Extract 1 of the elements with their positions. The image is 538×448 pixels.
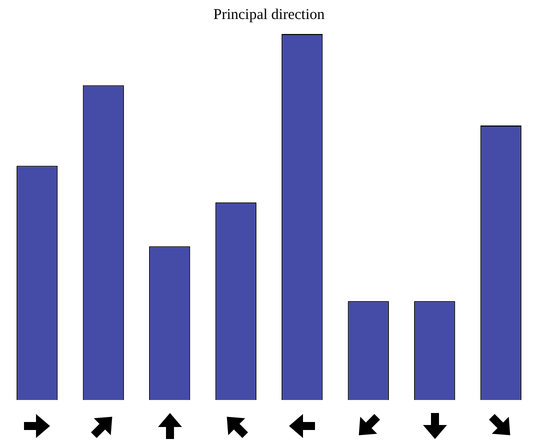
chart-title: Principal direction (213, 6, 326, 23)
